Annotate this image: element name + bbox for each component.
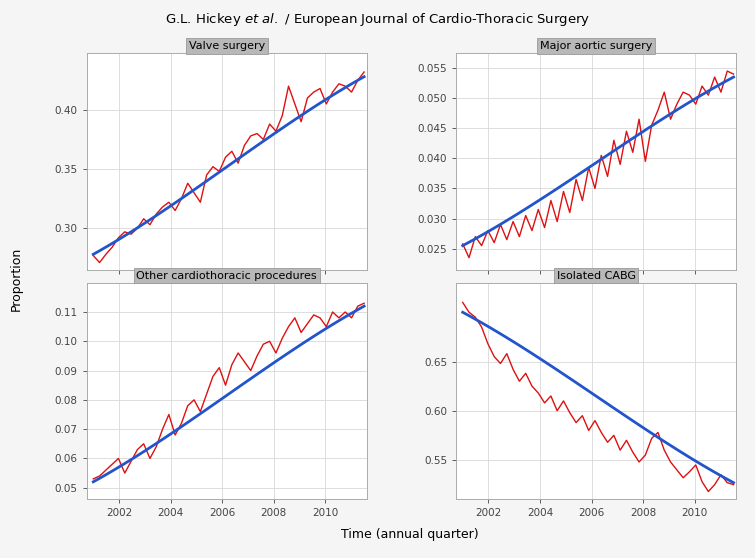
Text: Proportion: Proportion <box>10 247 23 311</box>
Text: Time (annual quarter): Time (annual quarter) <box>341 528 479 541</box>
Text: G.L. Hickey $\it{et\ al.}$ / European Journal of Cardio-Thoracic Surgery: G.L. Hickey $\it{et\ al.}$ / European Jo… <box>165 11 590 28</box>
Title: Isolated CABG: Isolated CABG <box>556 271 636 281</box>
Title: Major aortic surgery: Major aortic surgery <box>540 41 652 51</box>
Title: Other cardiothoracic procedures: Other cardiothoracic procedures <box>137 271 317 281</box>
Title: Valve surgery: Valve surgery <box>189 41 265 51</box>
